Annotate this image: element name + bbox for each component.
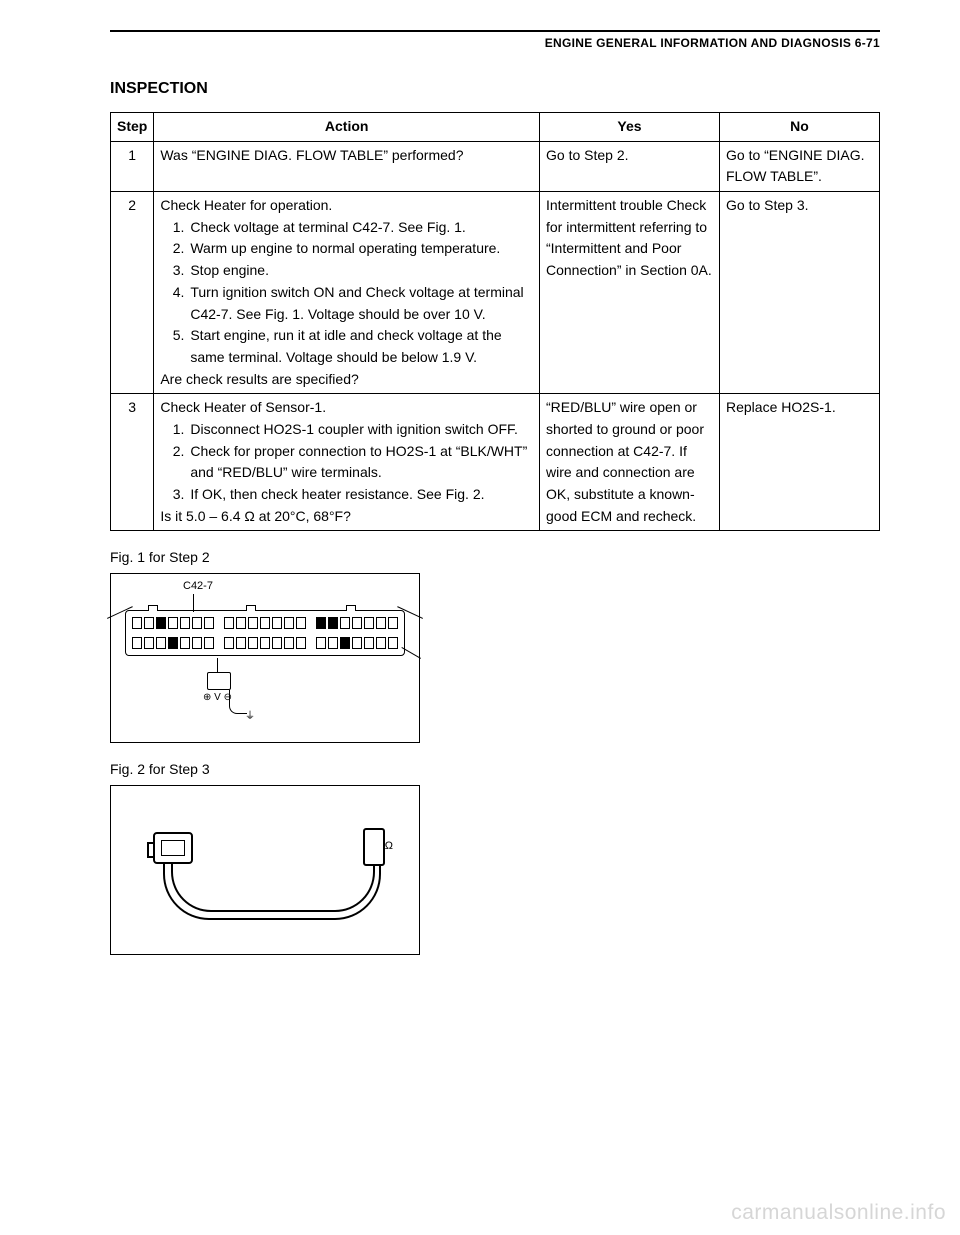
- action-list-item: Stop engine.: [188, 260, 533, 282]
- test-lead-wire: [163, 864, 381, 920]
- table-row: 1 Was “ENGINE DIAG. FLOW TABLE” performed…: [111, 141, 880, 191]
- col-action: Action: [154, 113, 540, 142]
- action-outro: Are check results are specified?: [160, 369, 533, 391]
- fig2-box: Ω: [110, 785, 420, 955]
- cell-no: Go to Step 3.: [720, 192, 880, 394]
- voltmeter-label: ⊕ V ⊖: [203, 692, 232, 703]
- ground-icon: ⏚: [245, 714, 255, 719]
- pin-row-top: [132, 617, 398, 629]
- ohmmeter-icon: [363, 828, 385, 866]
- fig1-pin-label: C42-7: [183, 580, 213, 592]
- running-head: ENGINE GENERAL INFORMATION AND DIAGNOSIS…: [110, 36, 880, 50]
- cell-yes: Go to Step 2.: [540, 141, 720, 191]
- col-yes: Yes: [540, 113, 720, 142]
- table-body: 1 Was “ENGINE DIAG. FLOW TABLE” performed…: [111, 141, 880, 531]
- voltmeter-icon: [207, 672, 231, 690]
- cell-no: Go to “ENGINE DIAG. FLOW TABLE”.: [720, 141, 880, 191]
- page: ENGINE GENERAL INFORMATION AND DIAGNOSIS…: [0, 0, 960, 995]
- meter-probe: [217, 658, 218, 672]
- cell-step: 1: [111, 141, 154, 191]
- table-row: 2Check Heater for operation.Check voltag…: [111, 192, 880, 394]
- action-list-item: Check voltage at terminal C42-7. See Fig…: [188, 217, 533, 239]
- action-list-item: Warm up engine to normal operating tempe…: [188, 238, 533, 260]
- cell-action: Check Heater of Sensor-1.Disconnect HO2S…: [154, 394, 540, 531]
- header-rule: [110, 30, 880, 32]
- col-step: Step: [111, 113, 154, 142]
- fig2-caption: Fig. 2 for Step 3: [110, 761, 880, 777]
- action-outro: Is it 5.0 – 6.4 Ω at 20°C, 68°F?: [160, 506, 533, 528]
- connector-notch: [346, 605, 356, 611]
- action-list-item: Disconnect HO2S-1 coupler with ignition …: [188, 419, 533, 441]
- pin-row-bottom: [132, 637, 398, 649]
- connector-outline: [125, 610, 405, 656]
- action-intro: Was “ENGINE DIAG. FLOW TABLE” performed?: [160, 145, 533, 167]
- sensor-coupler-icon: [153, 832, 193, 864]
- section-title: INSPECTION: [110, 80, 880, 98]
- action-list: Disconnect HO2S-1 coupler with ignition …: [160, 419, 533, 506]
- cell-action: Was “ENGINE DIAG. FLOW TABLE” performed?: [154, 141, 540, 191]
- watermark: carmanualsonline.info: [731, 1201, 946, 1225]
- action-list: Check voltage at terminal C42-7. See Fig…: [160, 217, 533, 369]
- inspection-table: Step Action Yes No 1 Was “ENGINE DIAG. FL…: [110, 112, 880, 531]
- action-list-item: Start engine, run it at idle and check v…: [188, 325, 533, 368]
- fig1-caption: Fig. 1 for Step 2: [110, 549, 880, 565]
- action-list-item: If OK, then check heater resistance. See…: [188, 484, 533, 506]
- table-header-row: Step Action Yes No: [111, 113, 880, 142]
- connector-notch: [148, 605, 158, 611]
- cell-no: Replace HO2S-1.: [720, 394, 880, 531]
- coupler-tab: [147, 842, 155, 858]
- cell-step: 3: [111, 394, 154, 531]
- col-no: No: [720, 113, 880, 142]
- action-list-item: Turn ignition switch ON and Check voltag…: [188, 282, 533, 325]
- connector-notch: [246, 605, 256, 611]
- action-intro: Check Heater of Sensor-1.: [160, 397, 533, 419]
- action-intro: Check Heater for operation.: [160, 195, 533, 217]
- coupler-inner: [161, 840, 185, 856]
- table-row: 3Check Heater of Sensor-1.Disconnect HO2…: [111, 394, 880, 531]
- cell-yes: “RED/BLU” wire open or shorted to ground…: [540, 394, 720, 531]
- fig1-box: C42-7 ⊕ V ⊖: [110, 573, 420, 743]
- action-list-item: Check for proper connection to HO2S-1 at…: [188, 441, 533, 484]
- cell-yes: Intermittent trouble Check for intermitt…: [540, 192, 720, 394]
- ohm-symbol: Ω: [385, 840, 393, 852]
- cell-action: Check Heater for operation.Check voltage…: [154, 192, 540, 394]
- cell-step: 2: [111, 192, 154, 394]
